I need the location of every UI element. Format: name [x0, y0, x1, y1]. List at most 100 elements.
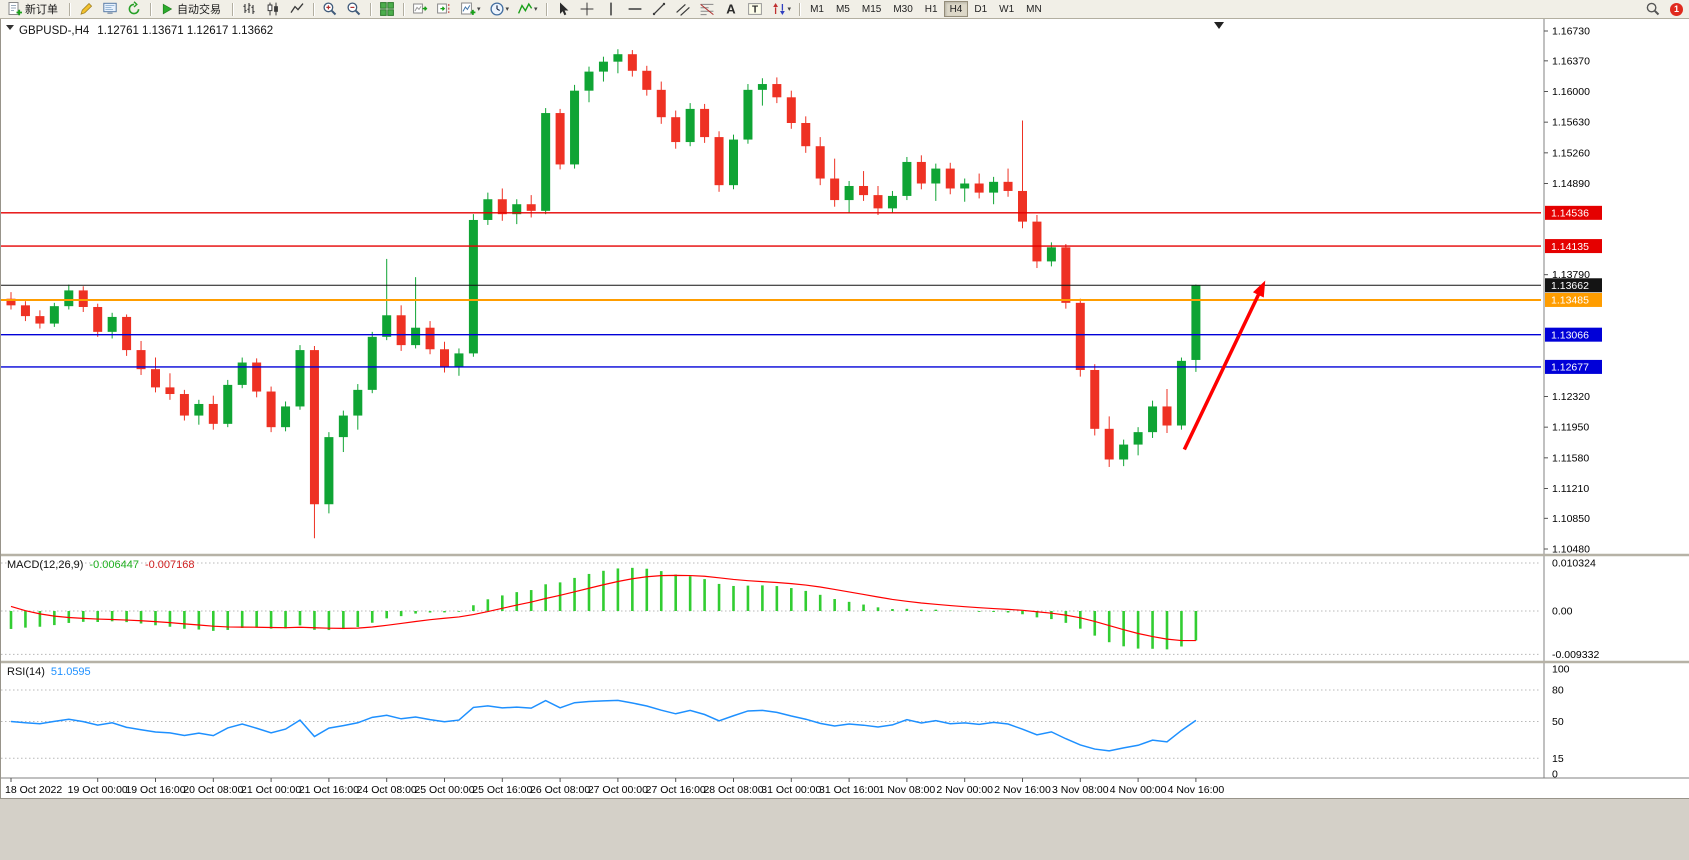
metaeditor-button[interactable] [75, 1, 97, 18]
timeframe-button-m30[interactable]: M30 [893, 3, 913, 15]
toolbar-separator [545, 2, 547, 16]
indicators-button[interactable]: ▾ [514, 1, 541, 18]
toolbar-separator [799, 2, 801, 16]
main-toolbar: 新订单 自动交易 ▾ ▾ ▾ A T ▾ M1 M5 M15 M30 H1 H4 D1 W1 MN 1 [0, 0, 1689, 19]
zoom-out-button[interactable] [343, 1, 365, 18]
chart-shift-button[interactable] [433, 1, 455, 18]
macd-signal-line [10, 574, 1196, 642]
timeframe-button-w1[interactable]: W1 [999, 3, 1015, 15]
chart-shift-marker[interactable] [1214, 22, 1225, 29]
timeframe-button-d1[interactable]: D1 [974, 3, 988, 15]
bar-chart-button[interactable] [238, 1, 260, 18]
time-label: 4 Nov 00:00 [1110, 784, 1167, 796]
svg-text:T: T [751, 4, 757, 15]
timeframe-button-m5[interactable]: M5 [835, 3, 850, 15]
timeframe-button-h4[interactable]: H4 [944, 1, 968, 17]
time-label: 2 Nov 16:00 [994, 784, 1051, 796]
auto-scroll-button[interactable] [409, 1, 431, 18]
dropdown-caret-icon[interactable]: ▾ [534, 5, 538, 13]
chart-background [1, 19, 1689, 798]
text-button[interactable]: A [720, 1, 742, 18]
refresh-button[interactable] [123, 1, 145, 18]
price-tick-label: 1.11950 [1552, 422, 1589, 434]
one-click-trading-toggle[interactable] [6, 25, 14, 30]
vertical-line-button[interactable] [600, 1, 622, 18]
periods-button[interactable]: ▾ [486, 1, 513, 18]
rsi-level-label: 15 [1552, 753, 1564, 765]
time-label: 31 Oct 00:00 [761, 784, 821, 796]
market-watch-button[interactable] [99, 1, 121, 18]
dropdown-caret-icon[interactable]: ▾ [787, 5, 792, 13]
crosshair-button[interactable] [576, 1, 598, 18]
new-chart-button[interactable]: ▾ [457, 1, 484, 18]
cursor-button[interactable] [552, 1, 574, 18]
time-label: 25 Oct 00:00 [414, 784, 474, 796]
time-label: 2 Nov 00:00 [936, 784, 993, 796]
bar-chart-icon [243, 3, 255, 14]
chart-window[interactable]: GBPUSD-,H4 1.12761 1.13671 1.12617 1.1366… [0, 19, 1689, 798]
fibonacci-retracement-button[interactable] [696, 1, 718, 18]
text-label-button[interactable]: T [744, 1, 766, 18]
toolbar-separator [69, 2, 70, 16]
ohlc-values-text: 1.12761 1.13671 1.12617 1.13662 [97, 25, 273, 37]
line-chart-icon [290, 3, 304, 13]
new-order-icon [8, 2, 22, 16]
macd-scale-label: 0.010324 [1552, 558, 1596, 570]
time-label: 19 Oct 16:00 [125, 784, 185, 796]
macd-scale-label: 0.00 [1552, 606, 1573, 618]
time-label: 21 Oct 16:00 [299, 784, 359, 796]
candlestick-chart-button[interactable] [262, 1, 284, 18]
indicators-icon [517, 2, 533, 14]
notification-badge[interactable]: 1 [1670, 2, 1683, 16]
arrows-button[interactable]: ▾ [768, 1, 795, 18]
time-label: 20 Oct 08:00 [183, 784, 243, 796]
new-chart-icon [461, 2, 476, 15]
line-chart-button[interactable] [286, 1, 308, 18]
tile-windows-icon [380, 2, 394, 16]
timeframe-button-mn[interactable]: MN [1026, 3, 1042, 15]
timeframe-button-m1[interactable]: M1 [810, 3, 824, 15]
tile-windows-button[interactable] [376, 1, 398, 18]
zoom-out-icon [347, 2, 361, 16]
timeframe-button-m15[interactable]: M15 [861, 3, 882, 15]
price-tick-label: 1.16000 [1552, 86, 1590, 98]
price-tick-label: 1.11580 [1552, 452, 1589, 464]
time-label: 21 Oct 00:00 [241, 784, 301, 796]
rsi-label: RSI(14) 51.0595 [7, 666, 91, 678]
candlestick-icon [267, 2, 278, 16]
horizontal-line-button[interactable] [624, 1, 646, 18]
macd-pane: 0.010324 0.00 -0.009332 MACD(12,26,9) -0.006… [1, 558, 1599, 661]
price-axis[interactable]: 1.16730 1.16370 1.16000 1.15630 1.15260 1.148… [1543, 19, 1602, 778]
dropdown-caret-icon[interactable]: ▾ [505, 5, 510, 13]
price-pane: GBPUSD-,H4 1.12761 1.13671 1.12617 1.1366… [1, 22, 1541, 539]
dropdown-caret-icon[interactable]: ▾ [477, 5, 481, 13]
zoom-in-button[interactable] [319, 1, 341, 18]
trend-arrow[interactable] [1182, 280, 1266, 451]
timeframe-button-h1[interactable]: H1 [924, 3, 938, 15]
toolbar-separator [232, 2, 233, 16]
time-label: 27 Oct 16:00 [646, 784, 706, 796]
vline-icon [609, 2, 612, 16]
zoom-in-icon [323, 2, 337, 16]
time-label: 26 Oct 08:00 [530, 784, 590, 796]
rsi-level-label: 50 [1552, 716, 1564, 728]
toolbar-right-group: 1 [1641, 1, 1686, 18]
price-tag-label: 1.14135 [1551, 241, 1589, 253]
search-button[interactable] [1642, 1, 1664, 18]
time-label: 3 Nov 08:00 [1052, 784, 1109, 796]
trendline-button[interactable] [648, 1, 670, 18]
price-tick-label: 1.16730 [1552, 26, 1590, 38]
text-icon: A [726, 2, 736, 17]
hline-icon [628, 8, 641, 10]
chart-canvas[interactable]: GBPUSD-,H4 1.12761 1.13671 1.12617 1.1366… [1, 19, 1689, 798]
toolbar-separator [403, 2, 404, 16]
autotrading-button[interactable]: 自动交易 [156, 1, 227, 18]
rsi-level-label: 80 [1552, 685, 1564, 697]
play-icon [162, 3, 173, 15]
new-order-button[interactable]: 新订单 [4, 1, 64, 18]
equidistant-channel-button[interactable] [672, 1, 694, 18]
resistance-line-2-tag: 1.14135 [1545, 239, 1602, 254]
rsi-scale-bottom-label: 0 [1552, 769, 1558, 781]
